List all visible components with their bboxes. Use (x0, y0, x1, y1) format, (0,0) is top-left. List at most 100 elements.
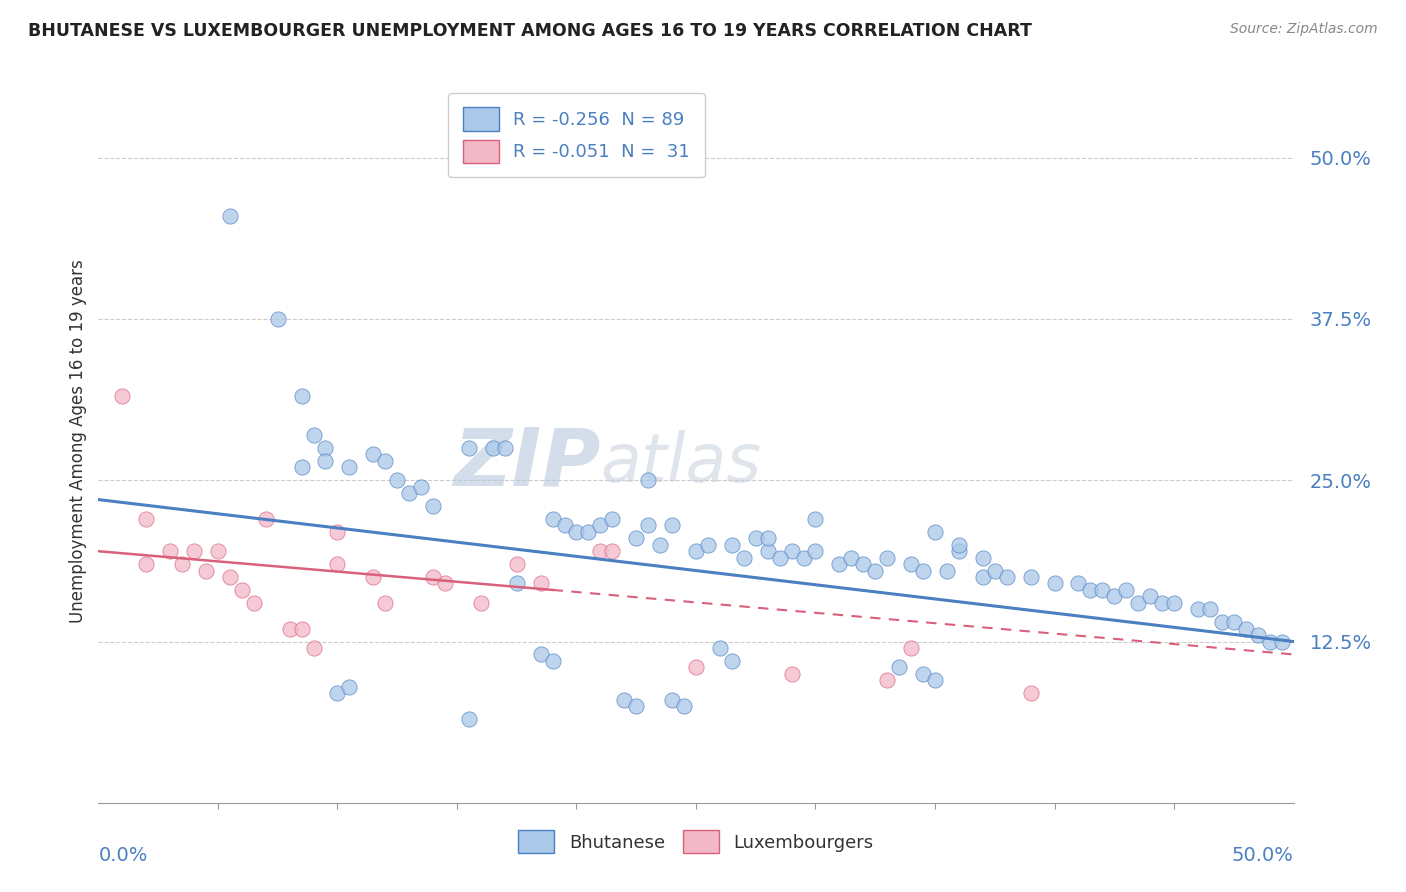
Point (315, 454, 337, 468)
Point (804, 512, 827, 526)
Point (697, 538, 720, 552)
Point (1223, 615, 1246, 630)
Point (326, 686, 349, 700)
Point (972, 570, 994, 584)
Point (254, 512, 277, 526)
Point (530, 576, 553, 591)
Point (1128, 596, 1150, 610)
Point (995, 570, 1018, 584)
Point (506, 557, 529, 571)
Point (411, 480, 433, 494)
Point (768, 550, 790, 565)
Point (422, 570, 444, 584)
Point (219, 570, 242, 584)
Point (626, 531, 648, 545)
Point (911, 666, 934, 681)
Point (326, 557, 349, 571)
Point (422, 499, 444, 513)
Point (1019, 686, 1042, 700)
Text: 50.0%: 50.0% (1232, 847, 1294, 865)
Point (183, 544, 205, 558)
Point (481, 441, 505, 455)
Point (865, 564, 887, 578)
Point (339, 460, 361, 475)
Point (291, 460, 314, 475)
Point (315, 441, 337, 455)
Text: 0.0%: 0.0% (98, 847, 148, 865)
Point (291, 389, 314, 403)
Point (685, 544, 707, 558)
Point (1199, 602, 1222, 616)
Point (434, 576, 457, 591)
Point (1211, 615, 1233, 630)
Point (530, 648, 553, 662)
Point (385, 473, 409, 487)
Point (613, 692, 636, 706)
Point (1187, 602, 1209, 616)
Point (278, 622, 301, 636)
Point (565, 524, 588, 539)
Point (398, 486, 420, 500)
Point (589, 518, 612, 533)
Point (793, 550, 815, 565)
Point (756, 544, 779, 558)
Point (219, 209, 242, 223)
Point (626, 699, 648, 714)
Point (685, 660, 707, 674)
Point (661, 692, 683, 706)
Point (780, 544, 803, 558)
Text: ZIP: ZIP (453, 425, 600, 502)
Point (602, 544, 624, 558)
Point (135, 512, 157, 526)
Point (1258, 634, 1281, 648)
Point (1067, 576, 1090, 591)
Point (172, 557, 194, 571)
Point (900, 557, 922, 571)
Point (841, 550, 863, 565)
Point (1163, 596, 1185, 610)
Text: BHUTANESE VS LUXEMBOURGER UNEMPLOYMENT AMONG AGES 16 TO 19 YEARS CORRELATION CHA: BHUTANESE VS LUXEMBOURGER UNEMPLOYMENT A… (28, 22, 1032, 40)
Point (745, 531, 768, 545)
Point (458, 441, 481, 455)
Point (195, 564, 218, 578)
Point (876, 550, 898, 565)
Point (1104, 590, 1126, 604)
Point (554, 518, 576, 533)
Point (948, 538, 970, 552)
Point (936, 564, 959, 578)
Point (458, 712, 481, 726)
Point (374, 596, 396, 610)
Point (506, 576, 529, 591)
Point (721, 654, 744, 668)
Point (589, 544, 612, 558)
Point (924, 524, 946, 539)
Point (1115, 582, 1137, 597)
Point (541, 512, 564, 526)
Point (1271, 634, 1294, 648)
Point (111, 389, 134, 403)
Point (852, 557, 875, 571)
Point (756, 531, 779, 545)
Point (602, 512, 624, 526)
Point (207, 544, 229, 558)
Point (541, 654, 564, 668)
Point (291, 622, 314, 636)
Point (326, 524, 349, 539)
Text: atlas: atlas (600, 430, 762, 496)
Point (1152, 596, 1174, 610)
Point (494, 441, 516, 455)
Point (267, 312, 290, 326)
Point (374, 454, 396, 468)
Point (470, 596, 492, 610)
Point (1091, 582, 1114, 597)
Point (637, 473, 659, 487)
Point (972, 550, 994, 565)
Text: Source: ZipAtlas.com: Source: ZipAtlas.com (1230, 22, 1378, 37)
Point (900, 640, 922, 655)
Point (828, 557, 851, 571)
Point (1043, 576, 1066, 591)
Point (911, 564, 934, 578)
Point (363, 447, 385, 461)
Point (1234, 622, 1257, 636)
Point (135, 557, 157, 571)
